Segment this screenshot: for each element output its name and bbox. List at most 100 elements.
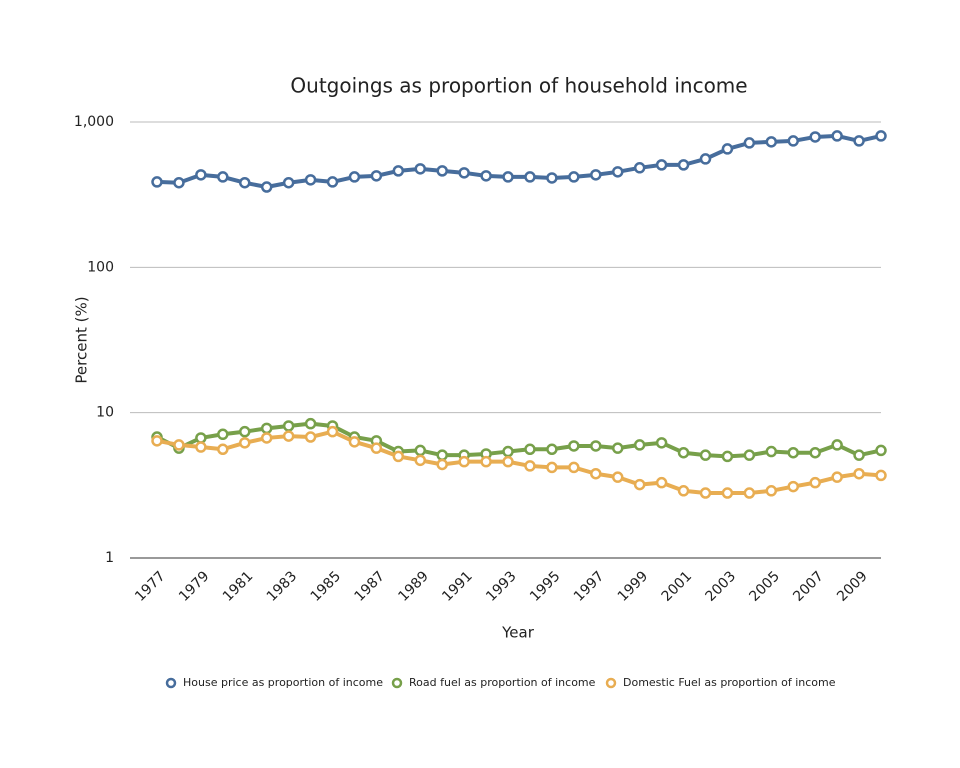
data-point [502,455,514,468]
data-point [655,159,668,171]
legend-marker [391,677,403,689]
data-point [853,135,865,147]
y-axis-label: Percent (%) [73,296,91,383]
x-tick-label: 1999 [615,568,652,605]
data-point [195,432,207,444]
data-point [348,436,361,448]
data-point [480,170,492,182]
x-tick-label: 2009 [834,568,871,605]
data-point [611,471,624,483]
data-point [765,136,778,148]
data-point [743,137,756,149]
data-point [677,485,690,497]
series-line [156,421,882,459]
data-point [765,485,778,497]
data-point [173,439,185,451]
data-point [787,446,799,459]
data-point [458,455,470,468]
data-point [217,171,229,183]
x-axis-label: Year [501,624,535,642]
chart-title: Outgoings as proportion of household inc… [290,74,747,98]
x-tick-label: 1989 [395,568,432,605]
data-point [655,476,668,489]
data-point [611,442,624,454]
x-tick-label: 2007 [790,568,827,605]
data-point [831,130,843,142]
legend-marker [605,677,617,689]
data-point [282,420,295,432]
data-point [436,458,448,471]
y-tick-label: 100 [87,259,114,275]
data-point [699,487,712,499]
data-point [239,425,251,438]
data-point [875,469,887,482]
data-point [195,441,207,453]
data-point [524,443,536,456]
series-line [156,429,882,496]
data-point [217,428,229,441]
data-point [590,169,602,181]
data-point [743,487,756,499]
data-point [239,437,251,449]
data-point [831,439,843,451]
data-point [458,167,470,179]
data-point [875,130,887,142]
data-point [326,176,339,188]
data-point [436,165,448,177]
data-point [304,417,317,430]
data-point [655,437,668,449]
data-point [436,449,448,461]
data-point [195,169,207,181]
data-point [787,135,799,147]
x-tick-label: 1993 [483,568,520,605]
data-point [282,430,295,442]
data-point [392,165,405,177]
data-point [480,455,492,468]
data-point [414,163,427,175]
legend-marker [165,677,177,689]
data-point [524,460,536,472]
data-point [392,450,405,463]
x-tick-label: 1997 [571,568,608,605]
x-tick-label: 1983 [264,568,301,605]
data-point [677,159,690,171]
data-point [414,444,427,457]
data-point [239,176,251,189]
data-point [677,446,690,459]
y-tick-label: 1,000 [74,114,114,130]
legend-label: Domestic Fuel as proportion of income [623,676,836,689]
data-point [414,454,427,467]
data-point [524,171,536,183]
data-point [721,450,734,463]
x-tick-label: 2001 [659,568,696,605]
data-point [633,162,646,174]
data-point [304,174,317,186]
data-point [282,176,295,189]
x-tick-label: 1991 [439,568,476,605]
x-tick-label: 1977 [132,568,169,605]
data-point [173,176,185,189]
data-point [699,153,712,165]
data-point [502,171,514,183]
data-point [502,445,514,458]
data-point [370,170,383,182]
data-point [348,171,361,183]
data-point [546,172,558,184]
legend-label: Road fuel as proportion of income [409,676,596,689]
x-tick-label: 1979 [176,568,213,605]
data-point [546,443,558,456]
data-point [809,131,821,143]
data-point [568,461,580,474]
data-point [590,440,602,452]
data-point [765,445,778,458]
data-point [787,480,799,493]
data-point [831,471,843,483]
data-point [853,449,865,461]
y-tick-label: 1 [105,550,114,566]
data-point [260,422,273,435]
data-point [260,181,273,193]
data-point [546,461,558,474]
data-point [568,440,580,452]
data-point [875,444,887,457]
